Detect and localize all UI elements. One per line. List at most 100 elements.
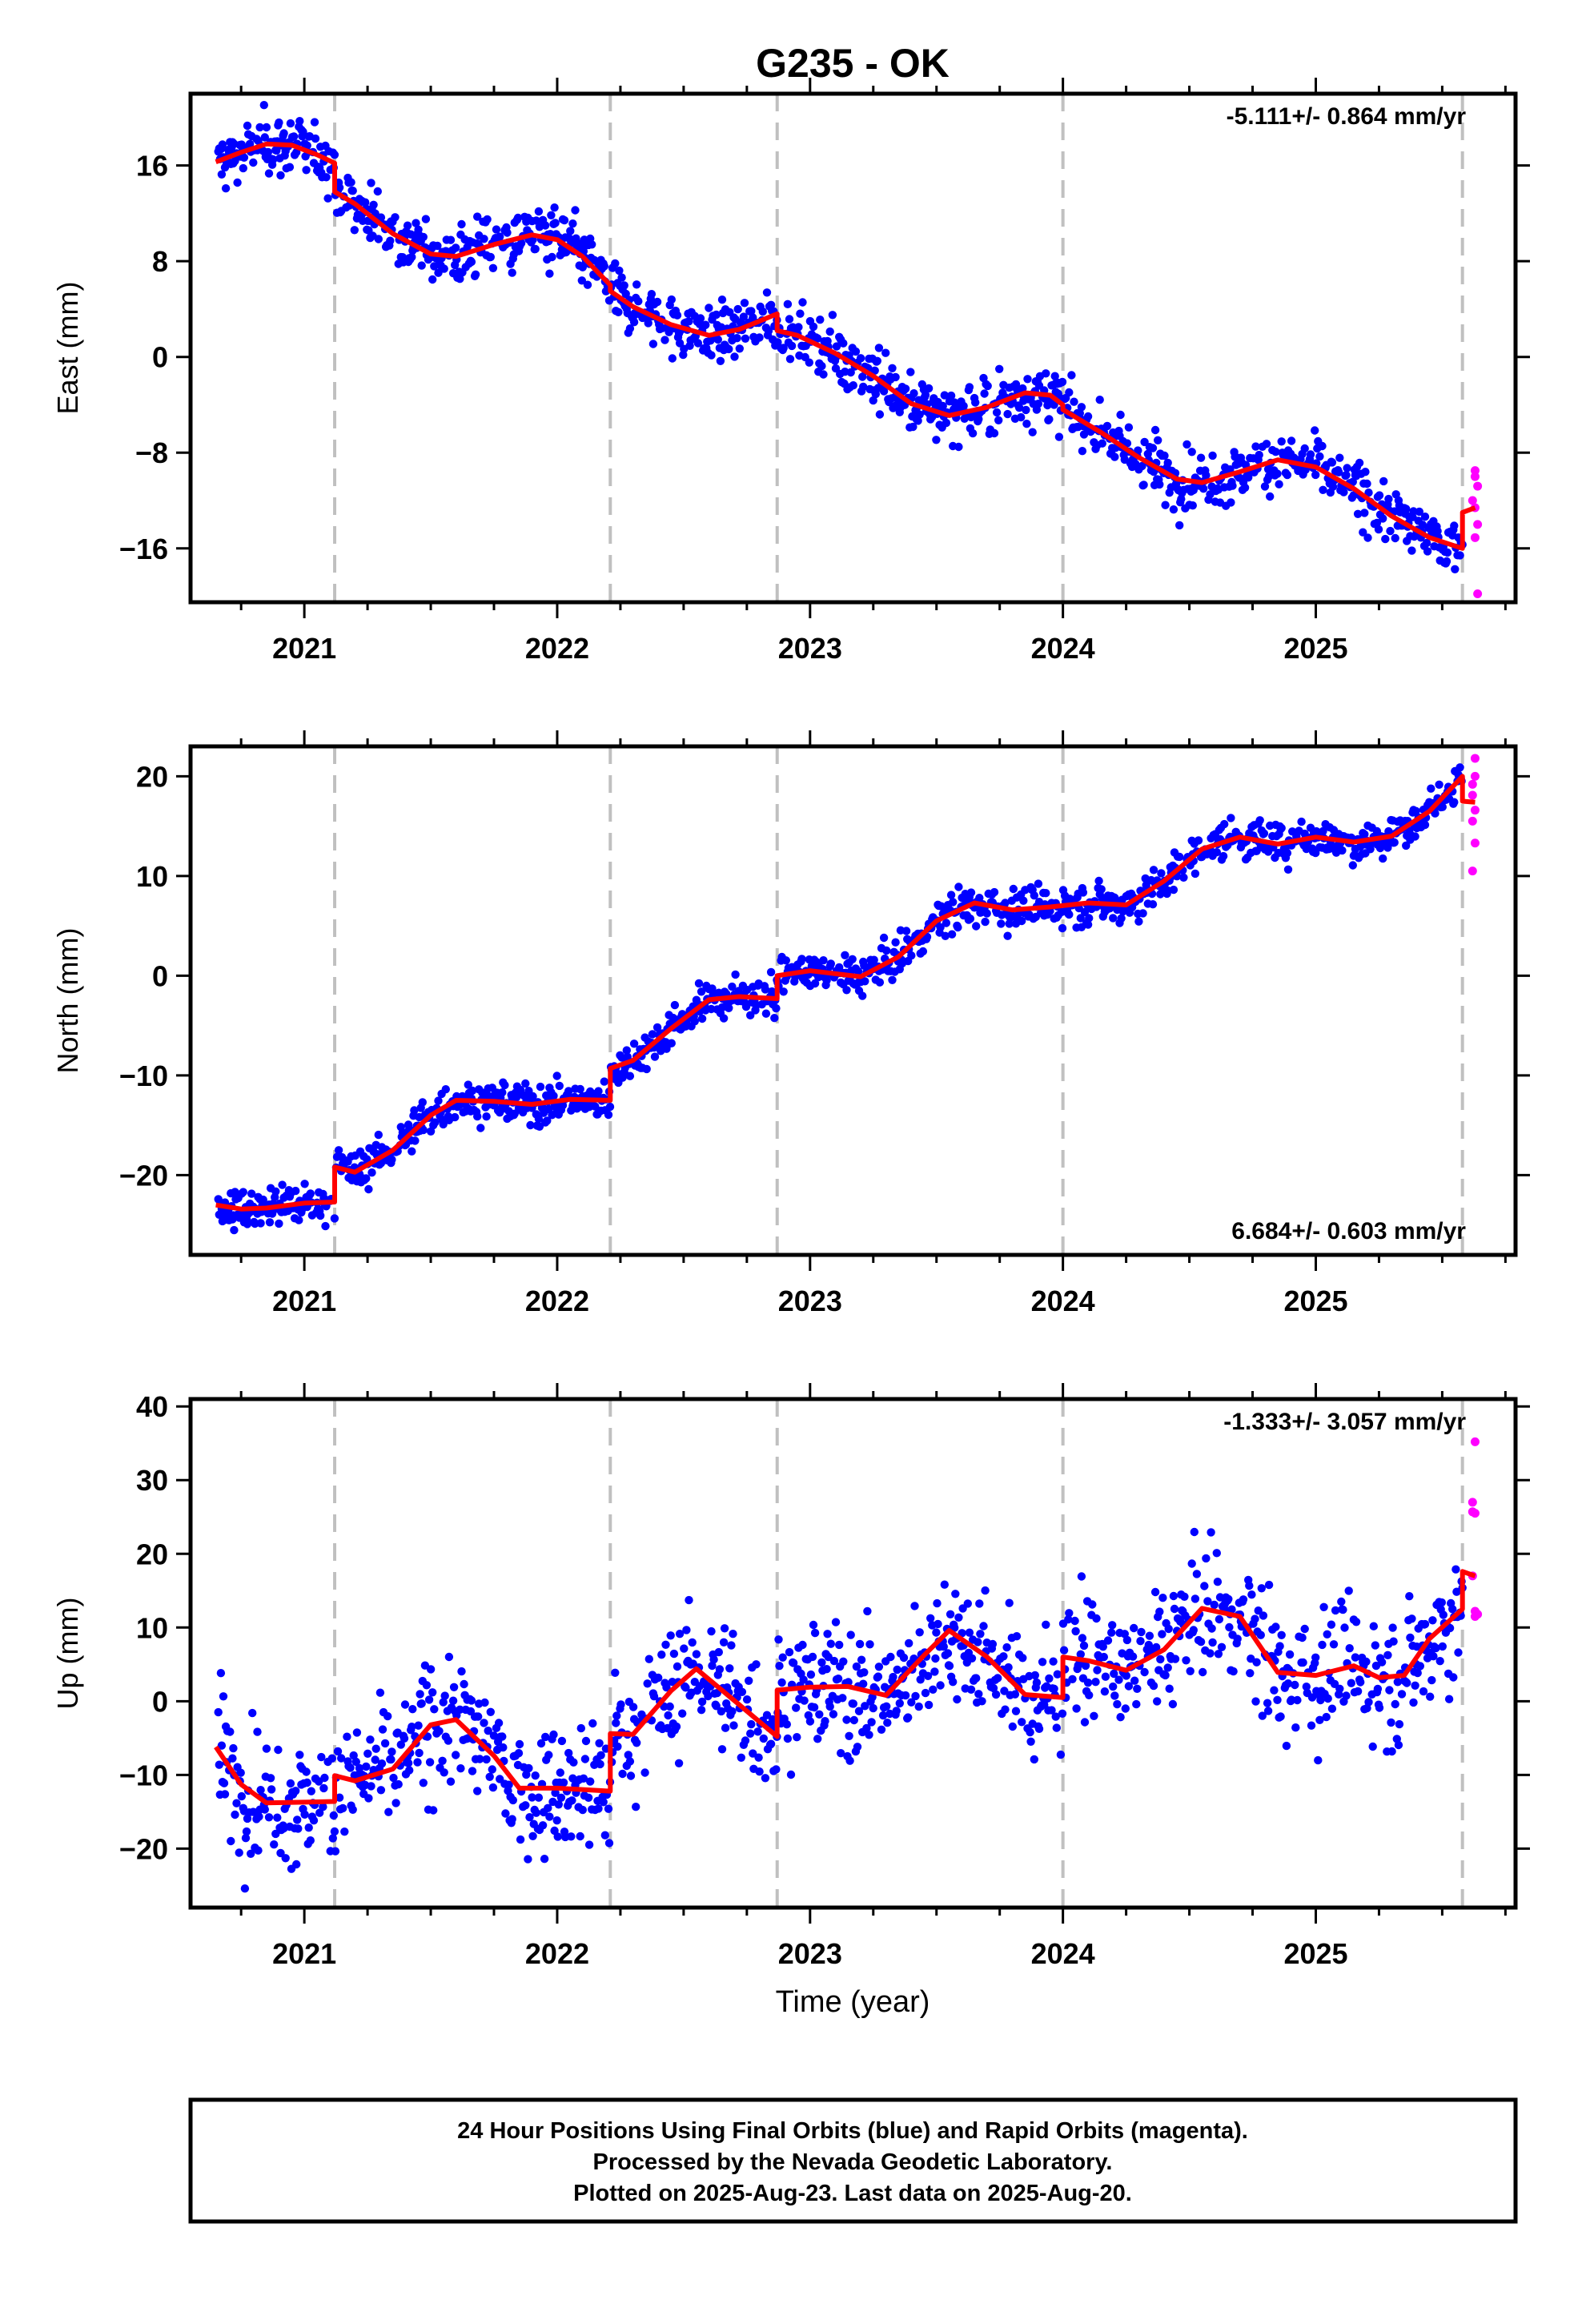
final-orbit-point (1415, 1662, 1425, 1671)
final-orbit-point (889, 1672, 897, 1682)
final-orbit-point (1032, 1678, 1042, 1687)
final-orbit-point (1422, 538, 1431, 548)
final-orbit-point (1405, 1592, 1414, 1601)
final-orbit-point (650, 1052, 660, 1061)
final-orbit-point (532, 216, 540, 225)
final-orbit-point (806, 1670, 816, 1679)
rapid-orbit-point (1468, 866, 1477, 876)
final-orbit-point (716, 356, 725, 365)
final-orbit-point (513, 213, 523, 223)
final-orbit-point (817, 1658, 826, 1667)
final-orbit-point (286, 119, 295, 128)
final-orbit-point (685, 1595, 693, 1605)
final-orbit-point (302, 166, 311, 175)
final-orbit-point (274, 1745, 283, 1755)
final-orbit-point (657, 1651, 666, 1659)
final-orbit-point (389, 1773, 398, 1783)
final-orbit-point (243, 1220, 252, 1228)
final-orbit-point (544, 1803, 552, 1812)
final-orbit-point (1097, 885, 1106, 894)
final-orbit-point (1058, 923, 1067, 933)
final-orbit-point (350, 226, 359, 235)
final-orbit-point (663, 1723, 672, 1733)
final-orbit-point (247, 1849, 255, 1858)
final-orbit-point (1149, 866, 1158, 875)
rapid-orbit-point (1473, 589, 1483, 599)
final-orbit-point (1349, 491, 1359, 500)
final-orbit-point (292, 1860, 301, 1869)
final-orbit-point (1028, 428, 1037, 436)
final-orbit-point (842, 986, 851, 995)
final-orbit-point (901, 384, 910, 393)
final-orbit-point (374, 1130, 383, 1140)
final-orbit-point (1251, 1614, 1259, 1623)
final-orbit-point (990, 887, 999, 897)
final-orbit-point (932, 1628, 941, 1637)
final-orbit-point (819, 370, 828, 379)
final-orbit-point (544, 1751, 553, 1759)
final-orbit-point (1264, 1580, 1274, 1590)
final-orbit-point (915, 410, 924, 419)
final-orbit-point (725, 1664, 734, 1673)
final-orbit-point (221, 184, 231, 193)
final-orbit-point (473, 212, 482, 221)
final-orbit-point (1005, 1598, 1014, 1607)
final-orbit-point (1052, 1723, 1062, 1732)
final-orbit-point (1361, 468, 1370, 476)
final-orbit-point (1158, 1630, 1166, 1638)
final-orbit-point (1136, 1637, 1145, 1646)
final-orbit-point (411, 1136, 420, 1145)
final-orbit-point (941, 931, 950, 941)
final-orbit-point (1411, 1681, 1419, 1690)
final-orbit-point (1189, 1626, 1199, 1634)
final-orbit-point (1107, 1628, 1116, 1637)
east-panel: 2021 2022 2023 2024 2025 16 8 0 −8 −16 East (mm) -5… (51, 78, 1530, 665)
final-orbit-point (444, 1652, 454, 1662)
final-orbit-point (1056, 1750, 1066, 1759)
final-orbit-point (335, 1793, 344, 1802)
final-orbit-point (787, 341, 797, 351)
final-orbit-point (576, 1831, 584, 1841)
final-orbit-point (237, 1791, 246, 1801)
final-orbit-point (747, 1719, 756, 1729)
final-orbit-point (813, 334, 822, 343)
final-orbit-point (1154, 436, 1162, 444)
final-orbit-point (361, 198, 370, 207)
final-orbit-point (1360, 509, 1369, 517)
final-orbit-point (966, 888, 976, 897)
final-orbit-point (1140, 1667, 1149, 1677)
rapid-orbit-point (1470, 838, 1480, 848)
final-orbit-point (1109, 1682, 1118, 1691)
x-tick-label: 2023 (778, 1937, 842, 1970)
final-orbit-point (1004, 1663, 1013, 1672)
final-orbit-point (746, 1011, 755, 1020)
final-orbit-point (473, 1787, 482, 1795)
final-orbit-point (1196, 1638, 1206, 1647)
final-orbit-point (1214, 1650, 1223, 1659)
final-orbit-point (303, 1778, 311, 1787)
final-orbit-point (808, 1652, 817, 1662)
final-orbit-point (954, 442, 963, 452)
final-orbit-point (1148, 900, 1158, 909)
x-tick-label: 2021 (272, 632, 336, 665)
final-orbit-point (783, 1734, 793, 1743)
final-orbit-point (386, 236, 395, 245)
final-orbit-point (717, 1745, 727, 1754)
final-orbit-point (1117, 914, 1126, 923)
final-orbit-point (485, 1772, 494, 1781)
final-orbit-point (272, 146, 281, 155)
final-orbit-point (739, 312, 749, 321)
final-orbit-point (498, 1732, 507, 1741)
final-orbit-point (1452, 1565, 1460, 1574)
final-orbit-point (932, 436, 941, 444)
final-orbit-point (963, 1599, 973, 1608)
final-orbit-point (1338, 846, 1347, 855)
final-orbit-point (504, 1780, 513, 1789)
final-orbit-point (1266, 492, 1275, 501)
final-orbit-point (488, 1765, 496, 1774)
final-orbit-point (1391, 1699, 1399, 1709)
final-orbit-point (538, 1821, 548, 1830)
final-orbit-point (1045, 415, 1054, 424)
final-orbit-point (1030, 1671, 1040, 1680)
final-orbit-point (1229, 1667, 1238, 1676)
